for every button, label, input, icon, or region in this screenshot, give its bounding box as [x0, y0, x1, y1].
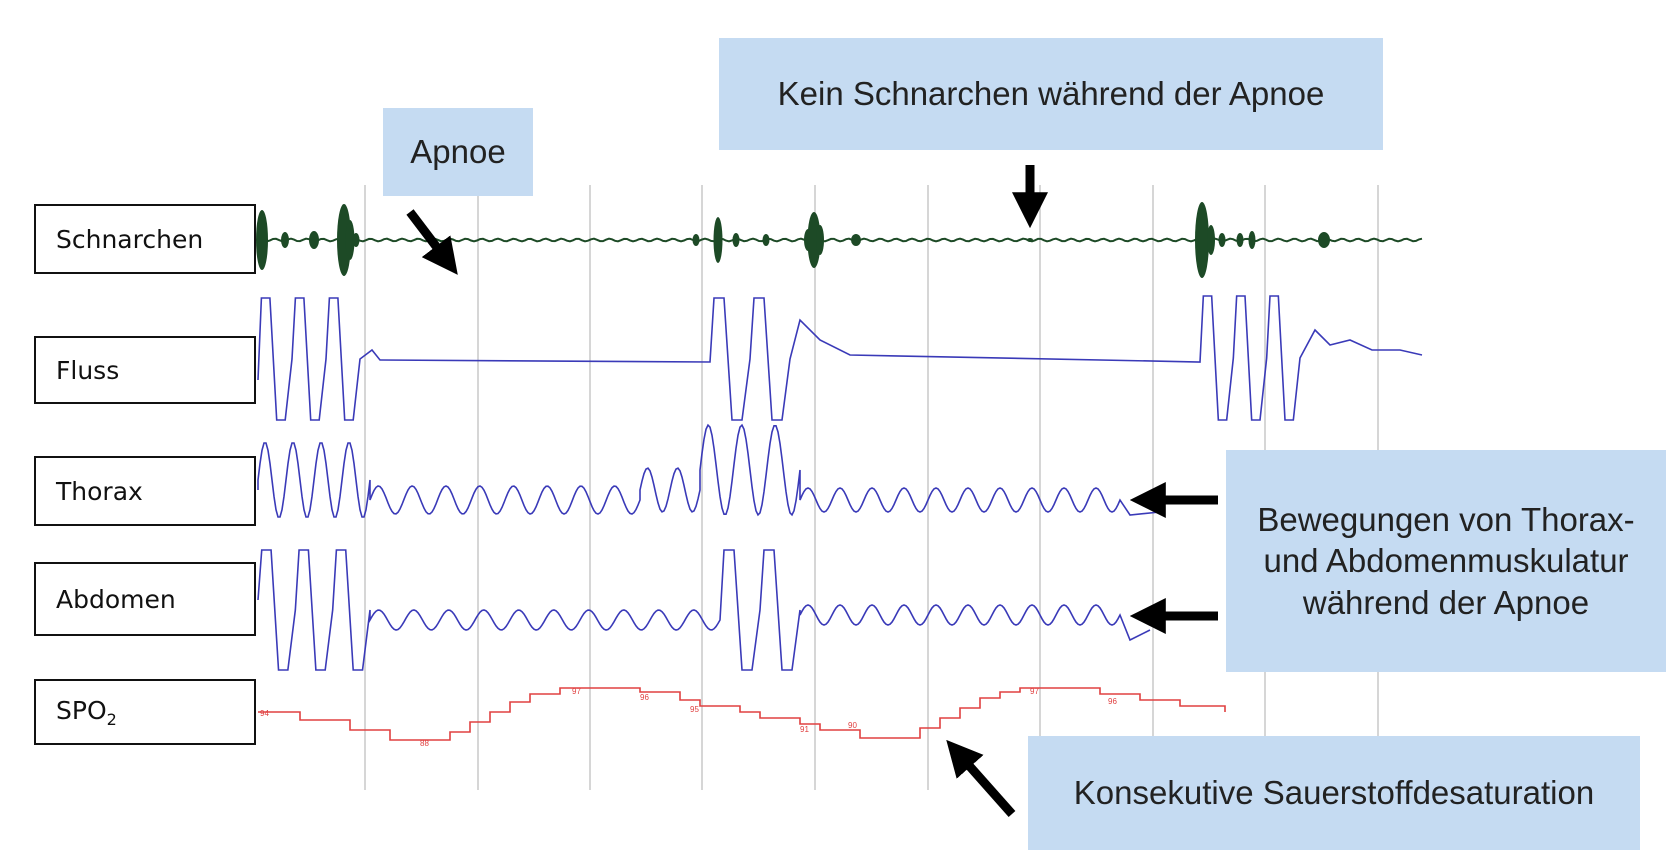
- channel-label-snoring-text: Schnarchen: [56, 224, 204, 254]
- channel-label-thorax-text: Thorax: [56, 476, 143, 506]
- spo2-readout: 97: [572, 687, 581, 696]
- snore-burst: [256, 210, 268, 270]
- channel-label-spo2: SPO2: [34, 679, 256, 745]
- callout-desaturation-text: Konsekutive Sauerstoffdesaturation: [1073, 774, 1595, 812]
- channel-label-abdomen: Abdomen: [34, 562, 256, 636]
- snore-burst: [713, 217, 723, 263]
- callout-muscle-movements-line2: und Abdomenmuskulatur: [1263, 542, 1629, 580]
- spo2-label-subscript: 2: [106, 709, 117, 729]
- snoring-trace-bursts: [256, 202, 1330, 278]
- snore-burst: [1027, 238, 1033, 242]
- callout-desaturation: Konsekutive Sauerstoffdesaturation: [1028, 736, 1640, 850]
- snore-burst: [352, 233, 360, 247]
- desaturation-arrow: [946, 739, 1016, 817]
- snore-burst: [1218, 233, 1226, 247]
- callout-no-snoring: Kein Schnarchen während der Apnoe: [719, 38, 1383, 150]
- channel-label-thorax: Thorax: [34, 456, 256, 526]
- channel-label-abdomen-text: Abdomen: [56, 584, 176, 614]
- snore-burst: [281, 232, 289, 248]
- snore-burst: [851, 234, 861, 246]
- callout-muscle-movements-line1: Bewegungen von Thorax-: [1257, 501, 1635, 539]
- snore-burst: [1195, 202, 1209, 278]
- snore-burst: [337, 204, 351, 276]
- spo2-readout: 90: [848, 721, 857, 730]
- callout-muscle-movements-line3: während der Apnoe: [1302, 583, 1590, 621]
- callout-muscle-movements: Bewegungen von Thorax- und Abdomenmuskul…: [1226, 450, 1666, 672]
- snore-burst: [309, 231, 319, 249]
- channel-label-flow: Fluss: [34, 336, 256, 404]
- snore-burst: [1207, 225, 1215, 255]
- snore-burst: [732, 233, 740, 247]
- snore-burst: [1318, 232, 1330, 248]
- thorax-trace: [257, 423, 1161, 518]
- spo2-readout: 95: [690, 705, 699, 714]
- snore-burst: [692, 234, 700, 246]
- spo2-label-main: SPO: [56, 695, 107, 725]
- spo2-readout: 97: [1030, 687, 1039, 696]
- snore-burst: [816, 225, 824, 255]
- spo2-readout: 94: [260, 709, 269, 718]
- spo2-readout: 91: [800, 725, 809, 734]
- apnoe-arrow: [406, 209, 458, 275]
- channel-label-snoring: Schnarchen: [34, 204, 256, 274]
- channel-label-spo2-text: SPO2: [56, 696, 117, 729]
- snore-burst: [1248, 231, 1256, 249]
- callout-apnoe-text: Apnoe: [410, 133, 506, 171]
- snore-burst: [807, 212, 821, 268]
- spo2-readout: 96: [640, 693, 649, 702]
- spo2-readout: 88: [420, 739, 429, 748]
- callout-apnoe: Apnoe: [383, 108, 533, 196]
- flow-trace: [257, 295, 1423, 421]
- channel-label-flow-text: Fluss: [56, 355, 120, 385]
- spo2-readout: 96: [1108, 697, 1117, 706]
- spo2-readouts: 94 88 97 96 95 91 90 97 96: [260, 687, 1117, 748]
- abdomen-trace: [257, 549, 1151, 671]
- spo2-trace: [258, 687, 1226, 741]
- callout-no-snoring-text: Kein Schnarchen während der Apnoe: [777, 75, 1325, 113]
- snore-burst: [1236, 233, 1244, 247]
- snore-burst: [762, 234, 770, 246]
- snore-burst: [345, 220, 355, 260]
